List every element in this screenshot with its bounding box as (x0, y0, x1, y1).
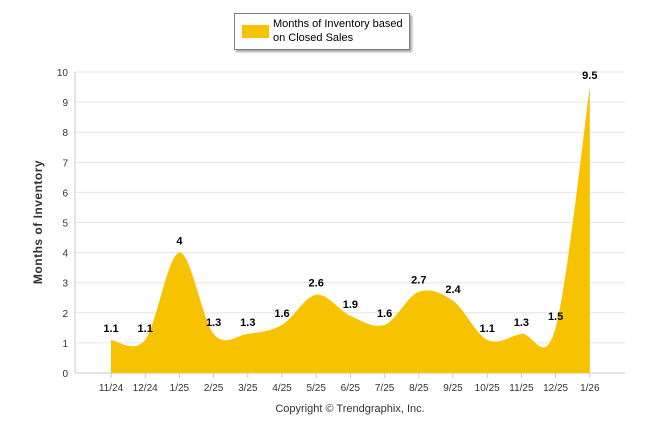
x-axis-ticks: 11/24 12/24 1/25 2/25 3/25 4/25 5/25 6/25 7/25 8/… (99, 373, 600, 394)
x-tick-label: 1/25 (170, 383, 190, 394)
x-tick-label: 1/26 (580, 383, 600, 394)
x-tick-label: 11/24 (99, 383, 124, 394)
x-tick-label: 9/25 (443, 383, 463, 394)
data-label: 2.7 (411, 275, 426, 287)
x-tick-label: 8/25 (409, 383, 429, 394)
x-tick-label: 6/25 (341, 383, 361, 394)
data-label: 2.6 (309, 278, 324, 290)
y-tick-label: 8 (62, 128, 68, 139)
y-tick-label: 6 (62, 188, 68, 199)
y-tick-label: 1 (62, 339, 68, 350)
data-label: 1.9 (343, 299, 358, 311)
data-label: 1.6 (377, 308, 392, 320)
x-tick-label: 3/25 (238, 383, 258, 394)
area-series (111, 87, 590, 374)
data-label: 9.5 (582, 70, 597, 82)
x-tick-label: 11/25 (509, 383, 534, 394)
data-label: 1.3 (240, 317, 255, 329)
data-label: 1.1 (138, 323, 153, 335)
x-tick-label: 5/25 (306, 383, 326, 394)
legend-label: Months of Inventory based on Closed Sale… (273, 18, 403, 44)
data-label: 1.5 (548, 311, 563, 323)
data-label: 4 (176, 236, 183, 248)
x-tick-label: 10/25 (475, 383, 500, 394)
data-label: 1.1 (480, 323, 495, 335)
x-tick-label: 7/25 (375, 383, 395, 394)
data-label: 2.4 (445, 284, 461, 296)
y-tick-label: 10 (57, 68, 69, 79)
legend[interactable]: Months of Inventory based on Closed Sale… (234, 13, 410, 50)
y-tick-label: 5 (62, 219, 68, 230)
y-tick-label: 7 (62, 158, 68, 169)
x-tick-label: 12/25 (543, 383, 568, 394)
y-tick-label: 0 (62, 369, 68, 380)
y-tick-label: 9 (62, 98, 68, 109)
copyright: Copyright © Trendgraphix, Inc. (275, 403, 425, 415)
y-tick-label: 3 (62, 279, 68, 290)
y-tick-label: 4 (62, 249, 68, 260)
x-tick-label: 12/24 (133, 383, 158, 394)
data-labels: 1.1 1.1 4 1.3 1.3 1.6 2.6 1.9 1.6 2.7 2.4 1.1 1.3 1.5… (103, 70, 597, 335)
data-label: 1.6 (274, 308, 289, 320)
legend-swatch (242, 25, 269, 38)
x-tick-label: 2/25 (204, 383, 224, 394)
data-label: 1.3 (206, 317, 221, 329)
y-tick-label: 2 (62, 309, 68, 320)
y-axis-ticks: 0 1 2 3 4 5 6 7 8 9 10 (57, 68, 69, 380)
data-label: 1.3 (514, 317, 529, 329)
x-tick-label: 4/25 (272, 383, 292, 394)
y-axis-title: Months of Inventory (31, 159, 45, 285)
data-label: 1.1 (103, 323, 118, 335)
